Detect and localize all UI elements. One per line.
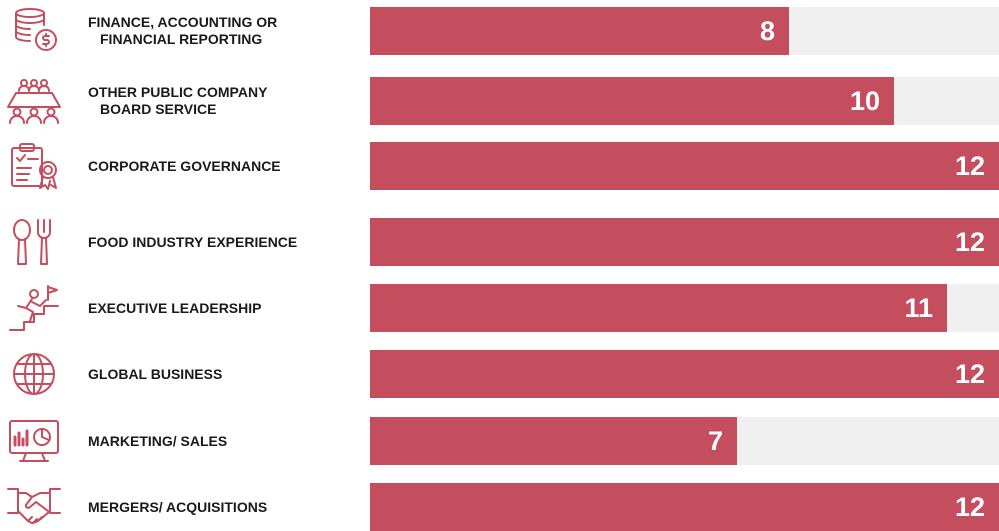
bar-value-label: 12 [954, 359, 985, 389]
bar-value-label: 12 [954, 227, 985, 257]
category-label-line: CORPORATE GOVERNANCE [88, 157, 281, 174]
chart-row: GLOBAL BUSINESS 12 [0, 350, 999, 398]
category-label: OTHER PUBLIC COMPANY BOARD SERVICE [88, 77, 358, 125]
bar [370, 77, 894, 125]
bar-value-label: 7 [707, 426, 723, 456]
spoon-fork-icon [4, 218, 64, 266]
category-label-line: FINANCE, ACCOUNTING OR [88, 14, 278, 30]
category-label: FINANCE, ACCOUNTING OR FINANCIAL REPORTIN… [88, 7, 358, 55]
bar [370, 7, 789, 55]
category-label-line: FOOD INDUSTRY EXPERIENCE [88, 233, 298, 250]
chart-row: MARKETING/ SALES 7 [0, 417, 999, 465]
chart-row: CORPORATE GOVERNANCE 12 [0, 142, 999, 190]
category-label-line: EXECUTIVE LEADERSHIP [88, 299, 262, 316]
category-label: GLOBAL BUSINESS [88, 350, 358, 398]
monitor-chart-icon [4, 417, 64, 465]
category-label-line: MARKETING/ SALES [88, 432, 228, 449]
bar-value-label: 12 [954, 151, 985, 181]
handshake-icon [4, 483, 64, 531]
bar-value-label: 12 [954, 492, 985, 522]
board-meeting-icon [4, 77, 64, 125]
coins-dollar-icon [4, 7, 64, 55]
bar-track: 12 [370, 350, 999, 398]
bar [370, 350, 999, 398]
category-label-line: GLOBAL BUSINESS [88, 365, 223, 382]
bar [370, 218, 999, 266]
category-label-line: BOARD SERVICE [100, 101, 217, 117]
bar-value-label: 8 [759, 16, 775, 46]
category-label: MARKETING/ SALES [88, 417, 358, 465]
climber-flag-icon [4, 284, 64, 332]
bar-track: 12 [370, 142, 999, 190]
bar [370, 483, 999, 531]
bar-value-label: 10 [849, 86, 880, 116]
bar-track: 11 [370, 284, 999, 332]
bar-value-label: 11 [904, 293, 933, 323]
chart-row: MERGERS/ ACQUISITIONS 12 [0, 483, 999, 531]
category-label: FOOD INDUSTRY EXPERIENCE [88, 218, 358, 266]
chart-row: FOOD INDUSTRY EXPERIENCE 12 [0, 218, 999, 266]
category-label: EXECUTIVE LEADERSHIP [88, 284, 358, 332]
chart-row: EXECUTIVE LEADERSHIP 11 [0, 284, 999, 332]
bar-track: 12 [370, 218, 999, 266]
category-label-line: FINANCIAL REPORTING [100, 31, 263, 47]
bar [370, 142, 999, 190]
bar-track: 12 [370, 483, 999, 531]
bar-track: 7 [370, 417, 999, 465]
chart-row: FINANCE, ACCOUNTING OR FINANCIAL REPORTIN… [0, 7, 999, 55]
category-label: MERGERS/ ACQUISITIONS [88, 483, 358, 531]
category-label: CORPORATE GOVERNANCE [88, 142, 358, 190]
bar-track: 8 [370, 7, 999, 55]
bar-track: 10 [370, 77, 999, 125]
category-label-line: MERGERS/ ACQUISITIONS [88, 498, 268, 515]
category-label-line: OTHER PUBLIC COMPANY [88, 84, 268, 100]
certificate-checklist-icon [4, 142, 64, 190]
chart-row: OTHER PUBLIC COMPANY BOARD SERVICE 10 [0, 77, 999, 125]
bar [370, 417, 737, 465]
globe-icon [4, 350, 64, 398]
bar [370, 284, 947, 332]
